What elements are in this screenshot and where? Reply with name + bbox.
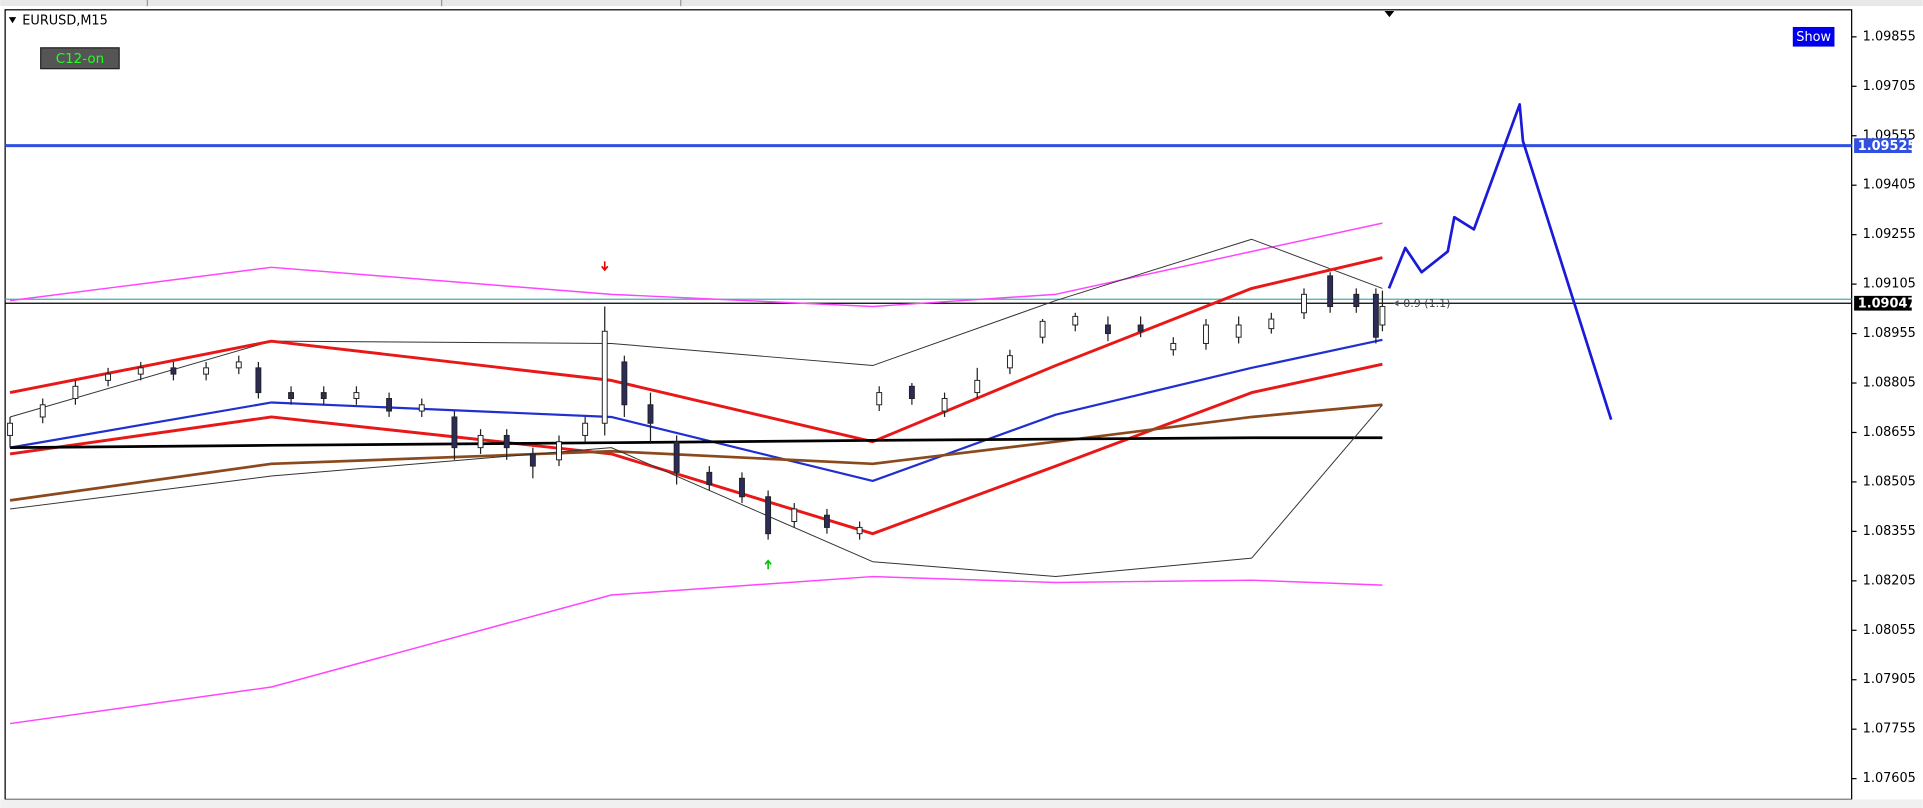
y-tick-label: 1.07755 (1863, 722, 1916, 737)
menu-arrow[interactable] (8, 17, 17, 24)
candle-body (72, 385, 79, 400)
candle-body (1203, 324, 1209, 344)
candle-body (791, 508, 798, 522)
candle-body (1072, 315, 1079, 326)
candle-body (556, 441, 562, 461)
candle-body (105, 373, 112, 381)
candle-body (647, 404, 654, 424)
candle-body (621, 361, 628, 406)
y-tick-label: 1.08955 (1863, 326, 1916, 341)
projection-line (1387, 103, 1613, 421)
symbol-label: EURUSD,M15 (22, 13, 108, 28)
candle-body (477, 434, 484, 449)
candle-body (1327, 275, 1334, 308)
candle-body (908, 385, 915, 400)
candle-body (1006, 355, 1013, 369)
indicator-line (9, 222, 1383, 308)
y-tick-label: 1.08805 (1863, 376, 1916, 391)
signal-arrow (601, 261, 609, 272)
indicator-line (10, 436, 1383, 449)
indicator-line (9, 338, 1383, 483)
candle-body (137, 367, 144, 375)
y-tick-label: 1.09105 (1863, 277, 1916, 292)
y-tick-label: 1.08505 (1863, 474, 1916, 489)
annotation-arrow (1393, 300, 1399, 307)
price-level-label: 1.09525 (1858, 139, 1917, 154)
candle-body (974, 379, 981, 394)
show-button-label[interactable]: Show (1796, 30, 1831, 45)
show-button[interactable] (1792, 26, 1835, 47)
candle-body (1039, 320, 1046, 338)
signal-arrow (764, 559, 772, 570)
y-tick-label: 1.08655 (1863, 425, 1916, 440)
c12-button[interactable] (40, 47, 120, 70)
indicator-line (9, 404, 1383, 578)
candle-body (941, 398, 948, 412)
y-tick-label: 1.09255 (1863, 227, 1916, 242)
candle-body (1268, 318, 1275, 330)
candle-body (823, 514, 830, 528)
y-tick-label: 1.09405 (1863, 178, 1916, 193)
y-tick-label: 1.08205 (1863, 573, 1916, 588)
indicator-line (9, 403, 1383, 502)
price-level-label: 1.09047 (1858, 296, 1917, 311)
candle-body (1353, 293, 1360, 308)
candle-body (706, 471, 713, 486)
candle-body (353, 392, 360, 400)
status-strip (0, 799, 1923, 808)
price-axis: 1.098551.097051.095551.094051.092551.091… (1851, 29, 1917, 786)
candle-body (856, 526, 863, 535)
indicator-line (9, 362, 1383, 536)
plot-area: 0.9 (1.1) (5, 103, 1852, 725)
indicator-line (9, 575, 1383, 725)
candle-body (601, 330, 608, 424)
candle-body (7, 422, 13, 436)
candle-body (673, 441, 680, 473)
candle-body (1235, 324, 1242, 338)
candle-body (1301, 293, 1307, 314)
candle-body (255, 367, 262, 394)
candle-body (1137, 324, 1144, 332)
y-tick-label: 1.09855 (1863, 29, 1916, 44)
y-tick-label: 1.07605 (1863, 771, 1916, 786)
candle-body (451, 416, 458, 449)
y-tick-label: 1.08055 (1863, 623, 1916, 638)
candle-body (1379, 306, 1386, 326)
price-level-box (1854, 295, 1912, 311)
candle-body (582, 422, 589, 436)
candle-body (876, 392, 883, 406)
candle-body (203, 367, 210, 375)
candle-body (386, 398, 393, 412)
shift-marker (1384, 11, 1395, 18)
candle-body (503, 434, 510, 449)
candle-body (1170, 342, 1177, 351)
candle-body (288, 392, 294, 400)
candle-body (418, 404, 425, 412)
y-tick-label: 1.07905 (1863, 672, 1916, 687)
price-level-box (1854, 138, 1912, 153)
candle-body (739, 477, 745, 498)
candle-body (235, 361, 242, 369)
candle-body (1105, 324, 1111, 335)
y-tick-label: 1.08355 (1863, 524, 1916, 539)
candle-body (320, 392, 327, 400)
candle-body (765, 496, 772, 535)
candle-body (39, 404, 46, 418)
annotation: 0.9 (1.1) (1403, 297, 1450, 310)
candle-body (170, 367, 177, 375)
y-tick-label: 1.09705 (1863, 79, 1916, 94)
tab-strip (0, 0, 1923, 7)
candle-body (1372, 293, 1379, 338)
c12-button-label[interactable]: C12-on (56, 51, 104, 67)
candle-body (529, 453, 536, 467)
